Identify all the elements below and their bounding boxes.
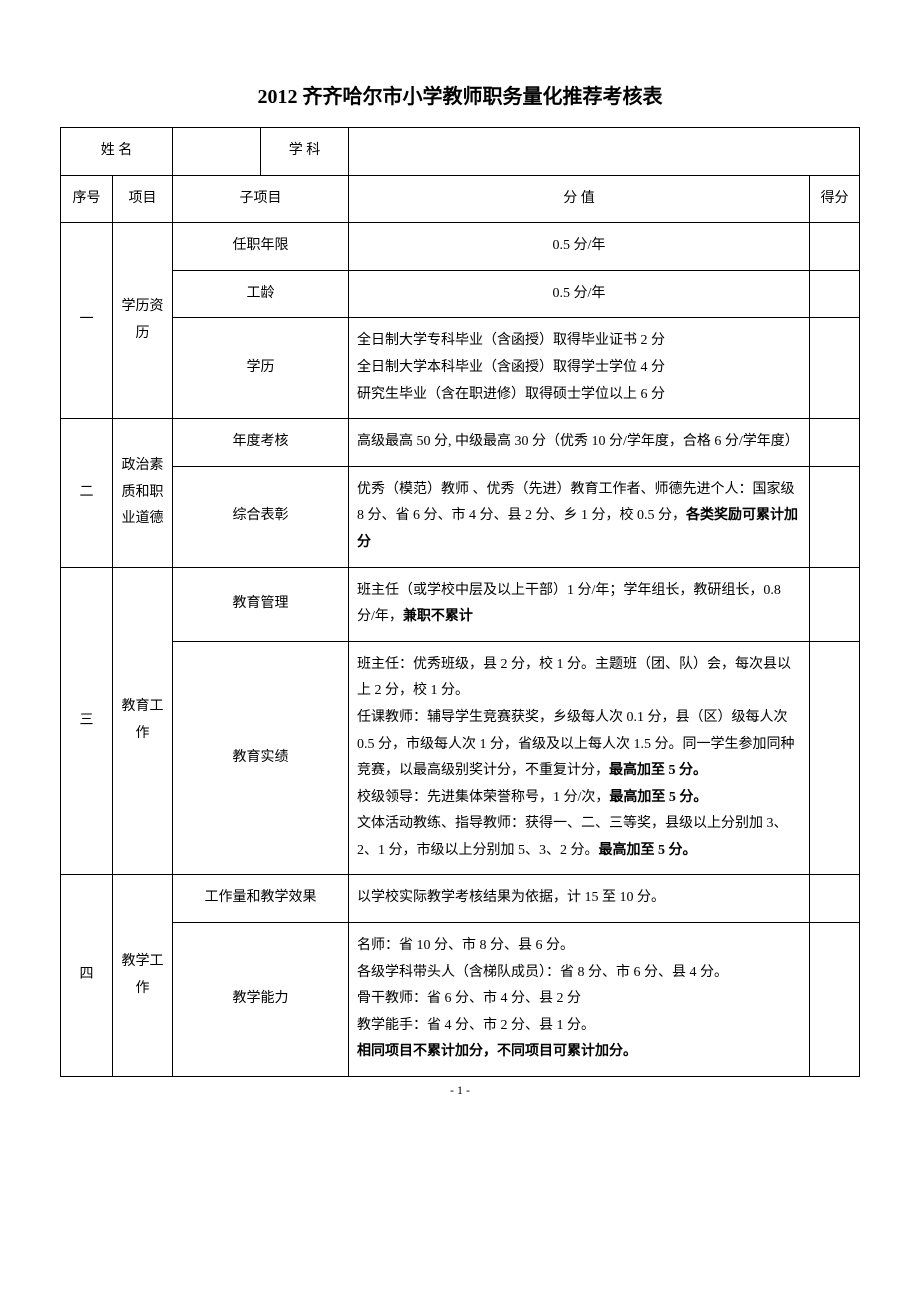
item-3: 教育工作 — [113, 567, 173, 875]
name-label: 姓 名 — [61, 128, 173, 176]
name-value — [173, 128, 261, 176]
desc-3-2-l1: 班主任：优秀班级，县 2 分，校 1 分。主题班（团、队）会，每次县以上 2 分… — [357, 652, 801, 705]
desc-3-2-l4a: 文体活动教练、指导教师：获得一、二、三等奖，县级以上分别加 3、2、1 分，市级… — [357, 816, 788, 858]
table-row: 一 学历资历 任职年限 0.5 分/年 — [61, 223, 860, 271]
col-item: 项目 — [113, 175, 173, 223]
col-score: 得分 — [810, 175, 860, 223]
item-1: 学历资历 — [113, 223, 173, 419]
seq-4: 四 — [61, 875, 113, 1077]
desc-3-2-l2b: 最高加至 5 分。 — [609, 763, 707, 778]
table-row: 教学能力 名师：省 10 分、市 8 分、县 6 分。 各级学科带头人（含梯队成… — [61, 923, 860, 1077]
score-cell — [810, 223, 860, 271]
desc-4-2: 名师：省 10 分、市 8 分、县 6 分。 各级学科带头人（含梯队成员）：省 … — [349, 923, 810, 1077]
sub-3-2: 教育实绩 — [173, 641, 349, 875]
sub-2-2: 综合表彰 — [173, 466, 349, 567]
sub-1-3: 学历 — [173, 318, 349, 419]
sub-1-1: 任职年限 — [173, 223, 349, 271]
page-number: - 1 - — [60, 1083, 860, 1098]
score-cell — [810, 318, 860, 419]
table-row: 综合表彰 优秀（模范）教师 、优秀（先进）教育工作者、师德先进个人：国家级 8 … — [61, 466, 860, 567]
desc-2-1: 高级最高 50 分, 中级最高 30 分（优秀 10 分/学年度，合格 6 分/… — [349, 419, 810, 467]
desc-4-2-l4: 教学能手：省 4 分、市 2 分、县 1 分。 — [357, 1013, 801, 1040]
desc-3-2-l3a: 校级领导：先进集体荣誉称号，1 分/次， — [357, 790, 609, 805]
col-seq: 序号 — [61, 175, 113, 223]
header-row: 姓 名 学 科 — [61, 128, 860, 176]
score-cell — [810, 641, 860, 875]
desc-1-2: 0.5 分/年 — [349, 270, 810, 318]
desc-2-2: 优秀（模范）教师 、优秀（先进）教育工作者、师德先进个人：国家级 8 分、省 6… — [349, 466, 810, 567]
score-cell — [810, 923, 860, 1077]
desc-1-3: 全日制大学专科毕业（含函授）取得毕业证书 2 分 全日制大学本科毕业（含函授）取… — [349, 318, 810, 419]
sub-1-2: 工龄 — [173, 270, 349, 318]
desc-3-2-l2a: 任课教师：辅导学生竞赛获奖，乡级每人次 0.1 分，县（区）级每人次 0.5 分… — [357, 710, 795, 778]
desc-4-2-l3: 骨干教师：省 6 分、市 4 分、县 2 分 — [357, 986, 801, 1013]
score-cell — [810, 875, 860, 923]
table-row: 教育实绩 班主任：优秀班级，县 2 分，校 1 分。主题班（团、队）会，每次县以… — [61, 641, 860, 875]
score-cell — [810, 419, 860, 467]
score-cell — [810, 567, 860, 641]
seq-1: 一 — [61, 223, 113, 419]
col-desc: 分 值 — [349, 175, 810, 223]
desc-3-1: 班主任（或学校中层及以上干部）1 分/年；学年组长，教研组长，0.8 分/年，兼… — [349, 567, 810, 641]
desc-4-2-l1: 名师：省 10 分、市 8 分、县 6 分。 — [357, 933, 801, 960]
desc-3-2-l4: 文体活动教练、指导教师：获得一、二、三等奖，县级以上分别加 3、2、1 分，市级… — [357, 811, 801, 864]
page-title: 2012 齐齐哈尔市小学教师职务量化推荐考核表 — [60, 80, 860, 109]
score-cell — [810, 270, 860, 318]
desc-3-2-l3b: 最高加至 5 分。 — [609, 790, 707, 805]
table-row: 工龄 0.5 分/年 — [61, 270, 860, 318]
sub-3-1: 教育管理 — [173, 567, 349, 641]
score-cell — [810, 466, 860, 567]
desc-4-2-l2: 各级学科带头人（含梯队成员）：省 8 分、市 6 分、县 4 分。 — [357, 960, 801, 987]
sub-2-1: 年度考核 — [173, 419, 349, 467]
item-2: 政治素质和职业道德 — [113, 419, 173, 567]
col-sub: 子项目 — [173, 175, 349, 223]
subject-label: 学 科 — [261, 128, 349, 176]
desc-3-1-bold: 兼职不累计 — [403, 609, 473, 624]
table-row: 四 教学工作 工作量和教学效果 以学校实际教学考核结果为依据，计 15 至 10… — [61, 875, 860, 923]
item-4: 教学工作 — [113, 875, 173, 1077]
subject-value — [349, 128, 860, 176]
table-row: 二 政治素质和职业道德 年度考核 高级最高 50 分, 中级最高 30 分（优秀… — [61, 419, 860, 467]
desc-4-1: 以学校实际教学考核结果为依据，计 15 至 10 分。 — [349, 875, 810, 923]
table-row: 三 教育工作 教育管理 班主任（或学校中层及以上干部）1 分/年；学年组长，教研… — [61, 567, 860, 641]
desc-3-2-l2: 任课教师：辅导学生竞赛获奖，乡级每人次 0.1 分，县（区）级每人次 0.5 分… — [357, 705, 801, 785]
sub-4-1: 工作量和教学效果 — [173, 875, 349, 923]
column-header-row: 序号 项目 子项目 分 值 得分 — [61, 175, 860, 223]
desc-4-2-l5: 相同项目不累计加分，不同项目可累计加分。 — [357, 1039, 801, 1066]
desc-3-2: 班主任：优秀班级，县 2 分，校 1 分。主题班（团、队）会，每次县以上 2 分… — [349, 641, 810, 875]
desc-3-2-l3: 校级领导：先进集体荣誉称号，1 分/次，最高加至 5 分。 — [357, 785, 801, 812]
desc-1-1: 0.5 分/年 — [349, 223, 810, 271]
table-row: 学历 全日制大学专科毕业（含函授）取得毕业证书 2 分 全日制大学本科毕业（含函… — [61, 318, 860, 419]
sub-4-2: 教学能力 — [173, 923, 349, 1077]
seq-3: 三 — [61, 567, 113, 875]
desc-3-2-l4b: 最高加至 5 分。 — [599, 843, 697, 858]
seq-2: 二 — [61, 419, 113, 567]
evaluation-table: 姓 名 学 科 序号 项目 子项目 分 值 得分 一 学历资历 任职年限 0.5… — [60, 127, 860, 1077]
